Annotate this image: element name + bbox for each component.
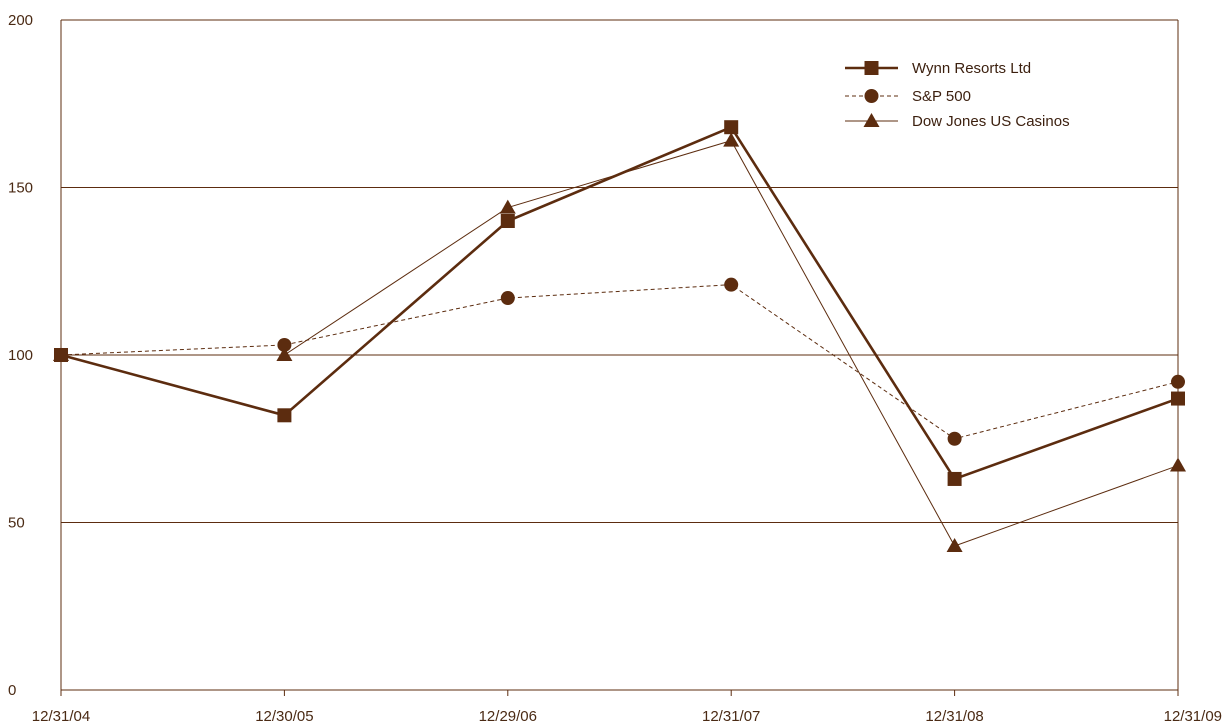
x-tick-label: 12/31/08 (925, 708, 983, 725)
triangle-marker (863, 113, 880, 127)
circle-marker (864, 89, 879, 103)
y-tick-label: 50 (8, 515, 25, 532)
circle-marker (277, 337, 292, 352)
y-tick-labels: 0 50 100 150 200 (8, 12, 33, 699)
grid-lines (61, 19, 1178, 523)
series-line (60, 125, 1179, 481)
legend-label: Dow Jones US Casinos (912, 113, 1070, 130)
legend-item: Wynn Resorts Ltd (845, 60, 1031, 77)
x-tick-label: 12/31/07 (702, 708, 760, 725)
series-1 (54, 277, 1185, 446)
circle-marker (500, 291, 515, 306)
square-marker (947, 471, 962, 486)
legend-item: Dow Jones US Casinos (845, 113, 1070, 130)
circle-marker (947, 431, 962, 446)
y-tick-label: 150 (8, 180, 33, 197)
legend-label: Wynn Resorts Ltd (912, 60, 1031, 77)
legend-item: S&P 500 (845, 88, 971, 105)
x-tick-label: 12/31/09 (1164, 708, 1222, 725)
series-0 (54, 120, 1185, 486)
square-marker (54, 348, 68, 362)
triangle-marker (499, 199, 516, 214)
triangle-marker (1170, 457, 1186, 472)
x-tick-labels: 12/31/04 12/30/05 12/29/06 12/31/07 12/31/08… (32, 708, 1222, 725)
triangle-marker (723, 132, 740, 147)
circle-marker (1171, 374, 1185, 389)
triangle-marker (276, 347, 293, 361)
square-marker (724, 120, 739, 135)
y-tick-label: 100 (8, 347, 33, 364)
x-tick-label: 12/29/06 (479, 708, 537, 725)
square-marker (1171, 391, 1185, 406)
legend: Wynn Resorts Ltd S&P 500 Dow Jones US Casi… (845, 60, 1070, 130)
square-marker (277, 408, 292, 423)
x-tick-label: 12/31/04 (32, 708, 90, 725)
circle-marker (724, 277, 739, 292)
series-line (61, 140, 1179, 547)
square-marker (500, 214, 515, 228)
series-line (60, 284, 1179, 440)
series-2 (53, 132, 1186, 552)
y-tick-label: 200 (8, 12, 33, 29)
legend-label: S&P 500 (912, 88, 971, 105)
series-group (53, 120, 1186, 552)
x-tick-label: 12/30/05 (255, 708, 313, 725)
triangle-marker (946, 537, 963, 552)
y-tick-label: 0 (8, 682, 16, 699)
square-marker (864, 61, 879, 75)
